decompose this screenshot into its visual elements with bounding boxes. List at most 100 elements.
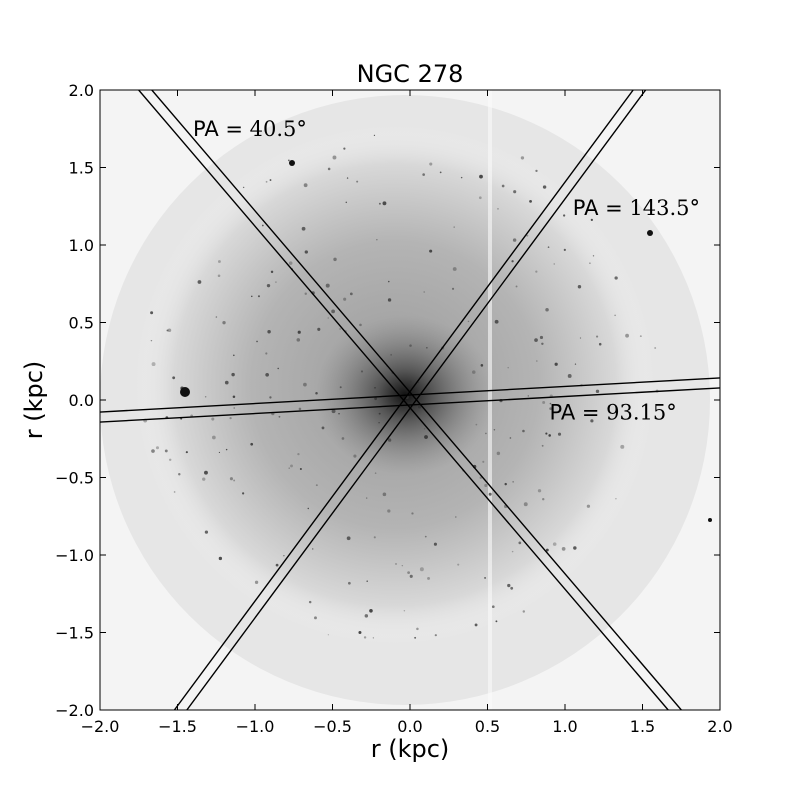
star [504, 482, 507, 486]
star [424, 535, 427, 538]
star [363, 636, 367, 639]
star [317, 327, 321, 331]
star [325, 283, 330, 288]
y-tick-label: −0.5 [55, 469, 94, 488]
star [315, 484, 318, 487]
star [356, 180, 359, 183]
star [312, 548, 314, 550]
star [301, 226, 306, 231]
star [345, 201, 348, 204]
star [331, 409, 336, 414]
star [522, 610, 526, 613]
star [266, 284, 271, 288]
star [510, 586, 514, 590]
star [541, 342, 544, 346]
star [173, 491, 176, 493]
star [374, 472, 377, 474]
star [614, 276, 618, 280]
star [422, 173, 425, 176]
star [296, 338, 301, 342]
star [277, 367, 279, 370]
star [518, 541, 522, 545]
star [615, 498, 617, 500]
star [494, 319, 499, 324]
star [409, 380, 412, 383]
star [315, 391, 318, 395]
star [321, 426, 325, 430]
y-tick-label: 0.0 [69, 391, 94, 410]
star [297, 452, 300, 456]
star [269, 179, 272, 181]
star [620, 444, 625, 449]
star [374, 386, 376, 389]
slit-line-2 [100, 387, 720, 423]
star [314, 616, 317, 620]
star [297, 330, 301, 334]
star [348, 581, 351, 585]
star [339, 386, 342, 389]
star [390, 354, 392, 356]
star [542, 498, 545, 501]
y-tick-label: −2.0 [55, 701, 94, 720]
star [298, 407, 302, 411]
star [233, 479, 236, 482]
y-axis-label: r (kpc) [20, 361, 48, 440]
star [288, 261, 293, 265]
star [358, 631, 362, 635]
star [416, 627, 419, 631]
star [434, 634, 437, 637]
star [542, 401, 546, 404]
star [395, 563, 397, 565]
star [378, 202, 381, 205]
star [269, 396, 272, 399]
star [427, 576, 431, 580]
star [151, 362, 156, 367]
star [545, 432, 548, 435]
x-tick-label: −0.5 [313, 717, 352, 736]
star [231, 372, 235, 377]
star [535, 270, 538, 273]
star [353, 454, 357, 458]
star [346, 177, 349, 179]
star [360, 370, 364, 373]
slit-label-prefix: PA = [550, 400, 607, 424]
star [491, 605, 495, 609]
star [548, 434, 551, 437]
star [364, 614, 369, 618]
star [579, 337, 582, 339]
star [150, 339, 153, 342]
star [647, 230, 653, 236]
star [212, 435, 216, 440]
star [387, 298, 392, 302]
x-tick-label: −1.0 [236, 717, 275, 736]
star [474, 623, 478, 627]
star [460, 176, 463, 179]
y-tick-label: 0.5 [69, 314, 94, 333]
star [332, 155, 337, 160]
star [376, 239, 378, 241]
star [265, 352, 268, 355]
star [557, 432, 562, 436]
star [299, 467, 302, 471]
star [233, 407, 235, 409]
star [204, 470, 208, 475]
x-axis-label: r (kpc) [371, 735, 450, 763]
star [478, 196, 482, 200]
star [378, 412, 381, 415]
star [366, 580, 368, 582]
star [513, 190, 517, 194]
star [372, 637, 374, 639]
star [343, 297, 347, 301]
star [204, 530, 209, 534]
star [552, 542, 557, 546]
star [553, 263, 555, 265]
star [467, 320, 470, 323]
star [217, 260, 221, 263]
star [534, 338, 538, 342]
star [401, 564, 404, 567]
star [178, 473, 181, 476]
star [250, 442, 254, 446]
star [167, 328, 172, 333]
star [423, 291, 426, 293]
y-tick-label: 1.0 [69, 236, 94, 255]
